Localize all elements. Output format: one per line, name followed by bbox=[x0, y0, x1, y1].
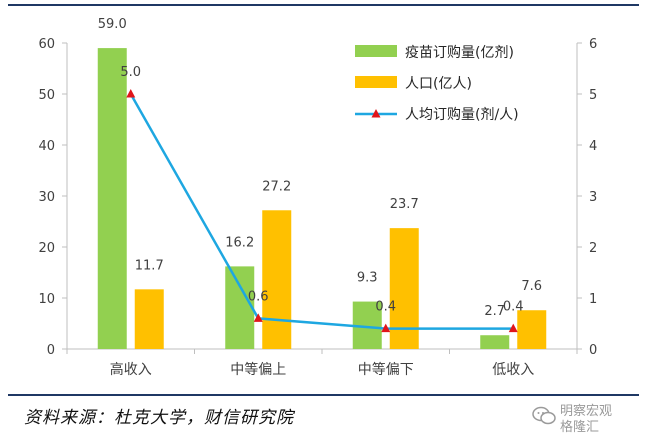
y-left-tick-label: 20 bbox=[38, 241, 55, 256]
bottom-rule bbox=[8, 394, 639, 396]
bar-data-label: 2.7 bbox=[484, 304, 505, 319]
bar bbox=[389, 228, 419, 349]
bar-data-label: 11.7 bbox=[135, 258, 164, 273]
chart-svg: 0 10 20 30 40 50 60 0 1 2 3 4 5 6 高收入 中等偏上 中等偏下 低收入 59.0 16… bbox=[38, 17, 597, 378]
line-data-label: 0.6 bbox=[248, 289, 269, 304]
legend-label: 人均订购量(剂/人) bbox=[405, 107, 519, 123]
legend-label: 疫苗订购量(亿剂) bbox=[405, 45, 514, 61]
legend-swatch bbox=[355, 45, 397, 57]
bar bbox=[517, 310, 547, 349]
y-right-tick-label: 3 bbox=[589, 190, 597, 205]
y-left-tick-label: 10 bbox=[38, 292, 55, 307]
watermark-text-1: 明察宏观 bbox=[560, 404, 613, 419]
line-marker bbox=[381, 323, 391, 333]
top-rule bbox=[8, 4, 639, 6]
y-right-tick-label: 6 bbox=[589, 37, 597, 52]
bar-data-label: 9.3 bbox=[357, 271, 378, 286]
bar bbox=[97, 48, 127, 349]
wechat-icon bbox=[532, 406, 556, 425]
y-left-tick-label: 0 bbox=[47, 343, 55, 358]
watermark-text-2: 格隆汇 bbox=[560, 420, 600, 435]
bar bbox=[480, 335, 510, 349]
bar-data-label: 16.2 bbox=[225, 235, 254, 250]
bar bbox=[225, 266, 255, 349]
y-right-tick-label: 0 bbox=[589, 343, 597, 358]
bar-data-label: 7.6 bbox=[521, 279, 542, 294]
chart-frame: 0 10 20 30 40 50 60 0 1 2 3 4 5 6 高收入 中等偏上 中等偏下 低收入 59.0 16… bbox=[8, 4, 639, 396]
watermark: 明察宏观 格隆汇 bbox=[530, 400, 645, 435]
bar bbox=[134, 289, 164, 349]
x-tick-label: 低收入 bbox=[492, 362, 534, 378]
bar-data-label: 59.0 bbox=[98, 17, 127, 32]
line-data-label: 5.0 bbox=[120, 65, 141, 80]
x-tick-label: 中等偏下 bbox=[358, 361, 414, 378]
bar bbox=[262, 210, 292, 349]
y-left-tick-label: 50 bbox=[38, 88, 55, 103]
y-right-tick-label: 5 bbox=[589, 88, 597, 103]
line-marker bbox=[126, 89, 136, 98]
legend-swatch bbox=[355, 76, 397, 88]
line-series bbox=[129, 93, 514, 330]
legend-marker bbox=[371, 109, 381, 118]
y-right-tick-label: 4 bbox=[589, 139, 597, 154]
x-tick-label: 中等偏上 bbox=[230, 361, 286, 378]
line-marker bbox=[253, 313, 263, 322]
line-data-label: 0.4 bbox=[503, 300, 524, 315]
bar-data-label: 23.7 bbox=[390, 197, 419, 212]
bar-data-label: 27.2 bbox=[262, 179, 291, 194]
y-right-tick-label: 2 bbox=[589, 241, 597, 256]
legend-label: 人口(亿人) bbox=[405, 76, 472, 92]
y-left-tick-label: 40 bbox=[38, 139, 55, 154]
source-note: 资料来源：杜克大学，财信研究院 bbox=[24, 408, 294, 428]
y-right-tick-label: 1 bbox=[589, 292, 597, 307]
x-tick-label: 高收入 bbox=[110, 361, 152, 378]
line-data-label: 0.4 bbox=[375, 300, 396, 315]
y-left-tick-label: 60 bbox=[38, 37, 55, 52]
line-marker bbox=[508, 323, 518, 333]
y-left-tick-label: 30 bbox=[38, 190, 55, 205]
